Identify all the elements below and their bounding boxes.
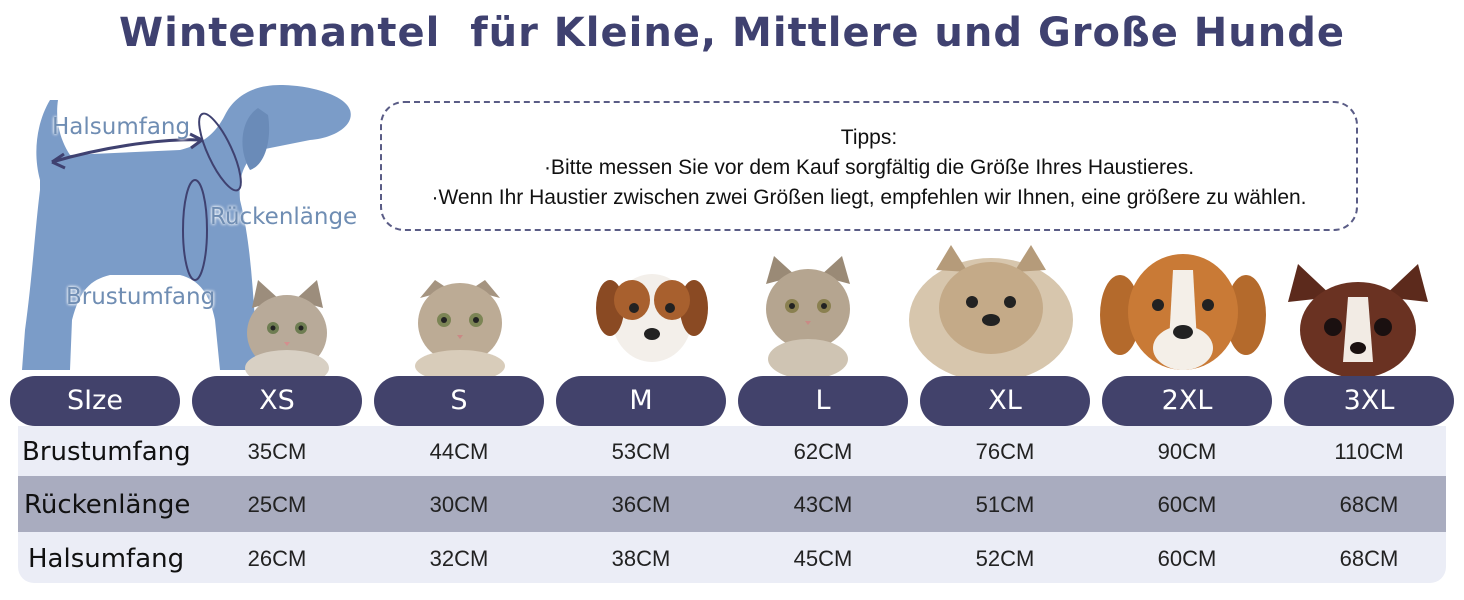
cell-ruecken-l: 43CM xyxy=(793,492,853,517)
dog-silhouette-icon xyxy=(22,85,351,370)
tips-line-1: ·Bitte messen Sie vor dem Kauf sorgfälti… xyxy=(543,156,1195,179)
table-row-brustumfang xyxy=(18,426,1446,476)
size-header-label: SIze xyxy=(10,376,180,426)
puppy-icon xyxy=(1100,254,1266,370)
cell-hals-l: 45CM xyxy=(793,546,853,571)
table-row-rueckenlaenge xyxy=(18,476,1446,532)
kitten-icon xyxy=(415,280,505,378)
size-pill-l: L xyxy=(738,376,908,426)
table-row-halsumfang xyxy=(18,532,1446,583)
cell-brust-l: 62CM xyxy=(793,439,853,464)
cell-ruecken-s: 30CM xyxy=(429,492,489,517)
puppy-icon xyxy=(596,274,708,362)
cell-ruecken-xs: 25CM xyxy=(247,492,307,517)
puppy-icon xyxy=(909,245,1073,380)
cell-brust-xs: 35CM xyxy=(247,439,307,464)
cell-brust-xl: 76CM xyxy=(975,439,1035,464)
cell-hals-3xl: 68CM xyxy=(1339,546,1399,571)
row-label-rueckenlaenge: Rückenlänge xyxy=(24,490,191,520)
back-length-label: Rückenlänge xyxy=(210,204,358,230)
kitten-icon xyxy=(245,280,329,378)
size-pill-m: M xyxy=(556,376,726,426)
dog-measurement-diagram: Halsumfang Rückenlänge Brustumfang xyxy=(10,80,370,380)
cell-hals-2xl: 60CM xyxy=(1157,546,1217,571)
cell-hals-xs: 26CM xyxy=(247,546,307,571)
tips-box: Tipps: ·Bitte messen Sie vor dem Kauf so… xyxy=(380,101,1358,231)
cell-ruecken-m: 36CM xyxy=(611,492,671,517)
cell-ruecken-3xl: 68CM xyxy=(1339,492,1399,517)
tips-line-2: ·Wenn Ihr Haustier zwischen zwei Größen … xyxy=(431,186,1307,209)
tips-heading: Tipps: xyxy=(840,126,898,149)
row-label-brustumfang: Brustumfang xyxy=(22,437,191,467)
cell-brust-s: 44CM xyxy=(429,439,489,464)
cell-brust-2xl: 90CM xyxy=(1157,439,1217,464)
neck-measure-label: Halsumfang xyxy=(52,114,191,140)
puppy-icon xyxy=(1288,264,1428,378)
size-pill-xs: XS xyxy=(192,376,362,426)
page-title: Wintermantel für Kleine, Mittlere und Gr… xyxy=(119,10,1345,56)
cell-hals-s: 32CM xyxy=(429,546,489,571)
cell-ruecken-xl: 51CM xyxy=(975,492,1035,517)
size-pill-3xl: 3XL xyxy=(1284,376,1454,426)
cell-brust-3xl: 110CM xyxy=(1334,439,1404,464)
cell-hals-xl: 52CM xyxy=(975,546,1035,571)
cell-hals-m: 38CM xyxy=(611,546,671,571)
cell-brust-m: 53CM xyxy=(611,439,671,464)
size-pill-s: S xyxy=(374,376,544,426)
row-label-halsumfang: Halsumfang xyxy=(28,544,185,574)
kitten-icon xyxy=(766,256,850,376)
size-pill-2xl: 2XL xyxy=(1102,376,1272,426)
chest-measure-label: Brustumfang xyxy=(66,284,216,310)
size-pill-xl: XL xyxy=(920,376,1090,426)
cell-ruecken-2xl: 60CM xyxy=(1157,492,1217,517)
